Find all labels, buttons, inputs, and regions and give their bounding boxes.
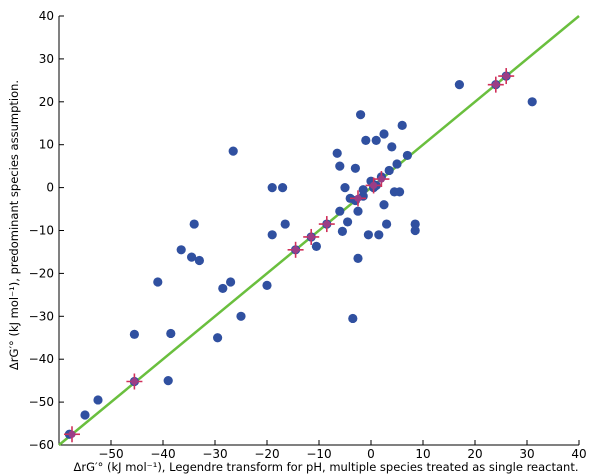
data-point: [93, 395, 103, 405]
data-point: [335, 206, 345, 216]
x-tick-label: 0: [367, 447, 375, 461]
data-point: [350, 163, 360, 173]
data-point: [228, 146, 238, 156]
data-point: [267, 230, 277, 240]
data-point: [361, 135, 371, 146]
highlight-point: [287, 241, 304, 258]
data-point: [343, 217, 353, 227]
y-tick-label: 20: [39, 95, 54, 109]
highlight-point: [318, 216, 335, 233]
data-point: [213, 333, 223, 343]
x-tick-label: 40: [571, 447, 586, 461]
y-tick-label: 0: [46, 181, 54, 195]
data-point: [387, 142, 397, 152]
data-point: [353, 206, 363, 216]
data-point: [335, 161, 345, 171]
data-point: [337, 226, 347, 236]
highlight-point: [126, 373, 143, 390]
data-point: [129, 329, 139, 339]
highlight-dot: [377, 175, 385, 183]
data-point: [371, 135, 381, 146]
highlight-dot: [492, 81, 500, 89]
highlight-point: [498, 68, 515, 85]
data-point: [374, 230, 384, 240]
data-point: [340, 183, 350, 193]
y-axis-title: ΔrG′° (kJ mol⁻¹), predominant species as…: [7, 80, 21, 370]
highlight-point: [373, 171, 390, 188]
data-point: [410, 225, 420, 236]
data-point: [262, 280, 272, 291]
highlight-point: [365, 177, 382, 194]
y-tick-label: 10: [39, 138, 54, 152]
data-point: [189, 219, 199, 229]
data-point: [397, 120, 407, 130]
x-tick-label: 30: [519, 447, 534, 461]
highlight-dot: [370, 181, 378, 190]
data-point: [454, 80, 464, 90]
tick-labels: −60 −50 −40 −30 −20 −10 0 10 20 30 40 −50 −40 −30 −20 −…: [29, 9, 587, 461]
data-point: [80, 410, 90, 420]
data-point: [187, 252, 197, 262]
y-tick-label: −60: [29, 438, 54, 452]
data-point: [153, 277, 163, 287]
x-tick-label: −10: [306, 447, 331, 461]
x-tick-label: −40: [150, 447, 175, 461]
highlight-dot: [68, 430, 76, 438]
axes: [58, 15, 580, 446]
highlight-dot: [307, 233, 315, 241]
data-point: [176, 245, 186, 255]
y-tick-label: −10: [29, 224, 54, 238]
highlight-dot: [292, 246, 300, 254]
highlight-dot: [323, 220, 331, 228]
data-point: [163, 376, 173, 386]
y-tick-label: −20: [29, 266, 54, 280]
data-point: [395, 187, 405, 197]
x-axis-title: ΔrG′° (kJ mol⁻¹), Legendre transform for…: [73, 460, 578, 474]
x-tick-label: −20: [254, 447, 279, 461]
data-point: [410, 219, 420, 229]
y-tick-label: −30: [29, 309, 54, 323]
data-point: [379, 200, 389, 210]
data-point: [332, 148, 342, 158]
data-point: [384, 165, 394, 176]
data-point: [363, 230, 373, 240]
data-point: [392, 159, 402, 169]
data-point: [236, 311, 246, 321]
highlight-dot: [354, 194, 362, 202]
x-tick-label: 10: [415, 447, 430, 461]
highlight-dot: [502, 72, 510, 80]
highlight-point: [303, 228, 320, 245]
data-point: [348, 313, 358, 324]
y-tick-label: 40: [39, 9, 54, 23]
highlight-dot: [130, 377, 138, 386]
data-point: [280, 219, 290, 229]
data-point: [166, 328, 176, 339]
data-point: [382, 219, 392, 229]
x-tick-label: 20: [467, 447, 482, 461]
data-point: [226, 277, 236, 287]
data-point: [353, 253, 363, 263]
data-point: [267, 183, 277, 193]
data-point: [194, 255, 204, 266]
y-tick-label: −40: [29, 352, 54, 366]
data-point: [358, 185, 368, 195]
x-tick-label: −50: [98, 447, 123, 461]
highlight-layer: [64, 68, 515, 443]
data-point: [527, 97, 537, 107]
data-point: [402, 150, 412, 161]
x-tick-label: −30: [202, 447, 227, 461]
highlight-point: [64, 426, 80, 443]
data-point: [356, 110, 366, 120]
data-point: [379, 129, 389, 139]
y-tick-label: 30: [39, 52, 54, 66]
data-point: [311, 241, 321, 251]
highlight-point: [350, 190, 366, 207]
data-point: [218, 283, 228, 294]
highlight-point: [487, 76, 504, 93]
y-tick-label: −50: [29, 395, 54, 409]
data-point: [278, 183, 288, 193]
